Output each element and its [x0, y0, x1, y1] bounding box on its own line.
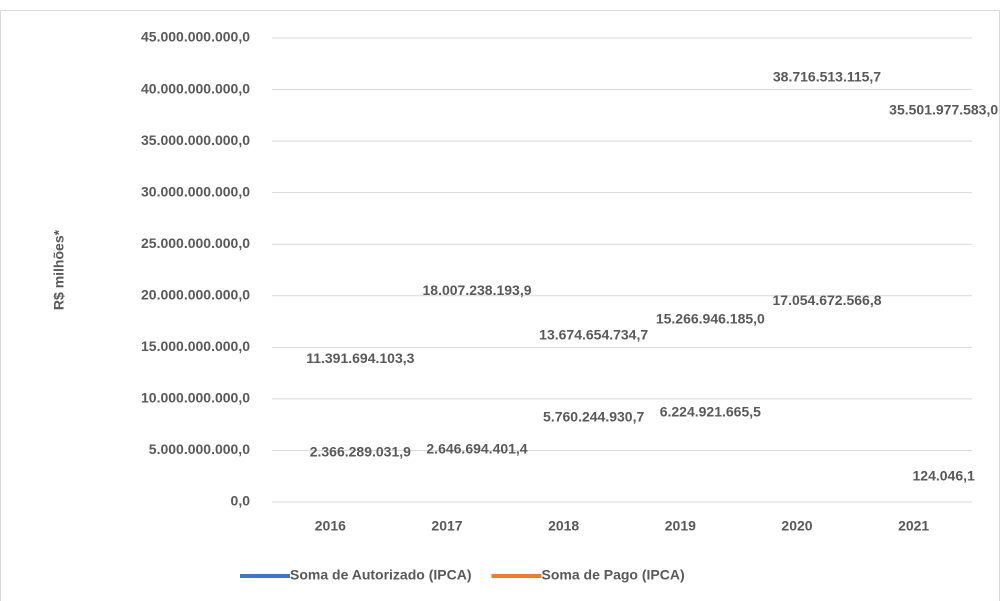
data-label: 6.224.921.665,5 — [660, 404, 761, 420]
chart-border — [0, 10, 1000, 601]
y-tick-label: 45.000.000.000,0 — [141, 29, 250, 45]
y-tick-label: 0,0 — [231, 493, 251, 509]
data-label: 11.391.694.103,3 — [306, 350, 414, 366]
x-tick-label: 2020 — [781, 518, 812, 534]
data-label: 15.266.946.185,0 — [656, 310, 765, 326]
x-tick-label: 2019 — [665, 518, 696, 534]
y-tick-label: 15.000.000.000,0 — [141, 338, 250, 354]
x-tick-label: 2017 — [431, 518, 462, 534]
y-tick-label: 5.000.000.000,0 — [149, 441, 250, 457]
y-tick-label: 25.000.000.000,0 — [141, 235, 250, 251]
y-tick-label: 20.000.000.000,0 — [141, 286, 250, 302]
y-axis-label: R$ milhões* — [51, 229, 67, 310]
data-label: 35.501.977.583,0 — [889, 102, 998, 118]
data-label: 38.716.513.115,7 — [773, 68, 881, 84]
data-label: 124.046,1 — [913, 468, 975, 484]
y-tick-label: 30.000.000.000,0 — [141, 183, 250, 199]
x-tick-label: 2018 — [548, 518, 579, 534]
x-tick-label: 2016 — [315, 518, 346, 534]
y-tick-label: 40.000.000.000,0 — [141, 80, 250, 96]
legend-label: Soma de Autorizado (IPCA) — [290, 567, 472, 583]
data-label: 2.646.694.401,4 — [426, 440, 527, 456]
x-tick-label: 2021 — [898, 518, 929, 534]
data-label: 13.674.654.734,7 — [539, 327, 648, 343]
y-tick-label: 35.000.000.000,0 — [141, 132, 250, 148]
data-label: 5.760.244.930,7 — [543, 408, 644, 424]
y-tick-label: 10.000.000.000,0 — [141, 390, 250, 406]
legend-label: Soma de Pago (IPCA) — [542, 567, 685, 583]
data-label: 18.007.238.193,9 — [423, 282, 532, 298]
data-label: 2.366.289.031,9 — [310, 443, 411, 459]
data-label: 17.054.672.566,8 — [773, 292, 882, 308]
